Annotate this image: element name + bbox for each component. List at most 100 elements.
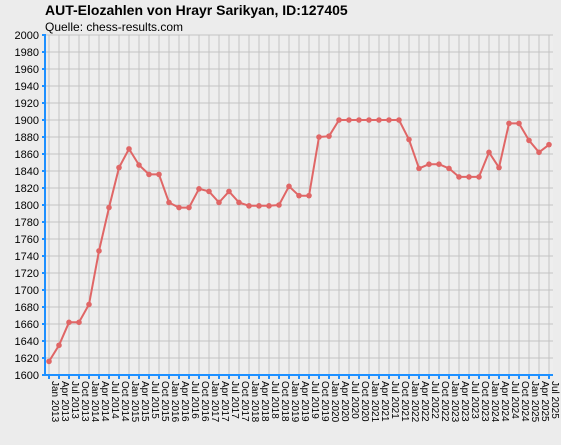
data-point — [516, 120, 522, 127]
y-tick-label: 1680 — [15, 302, 39, 314]
data-point — [406, 136, 412, 143]
x-tick-label: Jan 2021 — [369, 381, 380, 423]
x-tick-label: Oct 2013 — [79, 381, 90, 422]
x-tick-label: Oct 2023 — [479, 381, 490, 422]
data-point — [306, 192, 312, 199]
data-point — [536, 149, 542, 156]
y-tick-label: 1940 — [15, 81, 39, 93]
data-point — [166, 199, 172, 206]
data-point — [456, 174, 462, 180]
x-tick-label: Jan 2018 — [249, 381, 260, 423]
data-point — [196, 186, 202, 192]
data-point — [226, 188, 232, 195]
x-tick-label: Jan 2025 — [529, 381, 540, 423]
x-tick-label: Jul 2021 — [389, 381, 400, 419]
data-point — [446, 165, 452, 172]
data-point — [116, 164, 122, 171]
x-tick-label: Jan 2024 — [489, 381, 500, 423]
x-tick-label: Jan 2014 — [89, 381, 100, 423]
data-point — [396, 117, 402, 123]
data-point — [286, 183, 292, 190]
data-point — [76, 319, 82, 326]
x-tick-label: Oct 2022 — [439, 381, 450, 422]
data-point — [186, 204, 192, 211]
y-tick-label: 1700 — [15, 285, 39, 297]
x-tick-label: Oct 2014 — [119, 381, 130, 422]
data-point — [506, 120, 512, 127]
x-tick-label: Apr 2018 — [259, 381, 270, 422]
y-tick-label: 1640 — [15, 336, 39, 348]
data-point — [346, 117, 352, 123]
x-tick-label: Jul 2017 — [229, 381, 240, 419]
data-point — [496, 164, 502, 171]
y-tick-label: 1600 — [15, 370, 39, 382]
data-point — [546, 141, 552, 148]
y-tick-label: 1880 — [15, 132, 39, 144]
chart-subtitle: Quelle: chess-results.com — [45, 20, 184, 34]
x-tick-label: Jul 2023 — [469, 381, 480, 419]
y-tick-label: 1840 — [15, 166, 39, 178]
y-tick-label: 1780 — [15, 217, 39, 229]
y-tick-label: 1820 — [15, 183, 39, 195]
x-tick-label: Jan 2017 — [209, 381, 220, 423]
y-tick-label: 1740 — [15, 251, 39, 263]
data-point — [156, 171, 162, 178]
y-tick-label: 1900 — [15, 115, 39, 127]
data-point — [466, 174, 472, 180]
data-point — [126, 146, 132, 152]
x-tick-label: Oct 2016 — [199, 381, 210, 422]
x-tick-label: Apr 2014 — [99, 381, 110, 422]
data-point — [316, 134, 322, 140]
series-layer — [46, 117, 552, 365]
data-point — [416, 165, 422, 172]
data-point — [96, 248, 102, 254]
x-tick-label: Apr 2022 — [419, 381, 430, 422]
chart-title: AUT-Elozahlen von Hrayr Sarikyan, ID:127… — [45, 2, 348, 18]
data-point — [356, 117, 362, 123]
data-point — [526, 137, 532, 144]
x-tick-label: Jul 2013 — [69, 381, 80, 419]
data-point — [66, 319, 72, 326]
data-point — [176, 204, 182, 211]
x-tick-label: Oct 2015 — [159, 381, 170, 422]
x-tick-label: Jan 2023 — [449, 381, 460, 423]
data-point — [486, 149, 492, 156]
data-point — [106, 204, 112, 211]
tick-label-layer: 1600 1620 1640 1660 1680 1700 1720 1740 1760 1780… — [15, 30, 560, 423]
data-point — [386, 117, 392, 123]
data-point — [216, 199, 222, 206]
x-tick-label: Oct 2019 — [319, 381, 330, 422]
x-tick-label: Jul 2019 — [309, 381, 320, 419]
x-tick-label: Apr 2025 — [539, 381, 550, 422]
y-tick-label: 1620 — [15, 353, 39, 365]
x-tick-label: Jul 2024 — [509, 381, 520, 419]
data-point — [326, 133, 332, 139]
x-tick-label: Jul 2016 — [189, 381, 200, 419]
x-tick-label: Jul 2020 — [349, 381, 360, 419]
x-tick-label: Jul 2018 — [269, 381, 280, 419]
x-tick-label: Apr 2023 — [459, 381, 470, 422]
data-point — [146, 171, 152, 178]
x-tick-label: Oct 2021 — [399, 381, 410, 422]
data-point — [376, 117, 382, 123]
grid-layer — [45, 34, 553, 376]
x-tick-label: Jan 2022 — [409, 381, 420, 423]
y-tick-label: 1760 — [15, 234, 39, 246]
y-tick-label: 1960 — [15, 64, 39, 76]
x-tick-label: Oct 2018 — [279, 381, 290, 422]
x-tick-label: Jan 2016 — [169, 381, 180, 423]
data-point — [276, 202, 282, 208]
x-tick-label: Apr 2024 — [499, 381, 510, 422]
x-tick-label: Jul 2022 — [429, 381, 440, 419]
x-tick-label: Oct 2020 — [359, 381, 370, 422]
x-tick-label: Jan 2020 — [329, 381, 340, 423]
y-tick-label: 1860 — [15, 149, 39, 161]
data-point — [476, 174, 482, 180]
data-point — [296, 192, 302, 199]
data-point — [256, 203, 262, 209]
data-point — [246, 203, 252, 209]
data-point — [336, 117, 342, 123]
data-point — [436, 161, 442, 167]
